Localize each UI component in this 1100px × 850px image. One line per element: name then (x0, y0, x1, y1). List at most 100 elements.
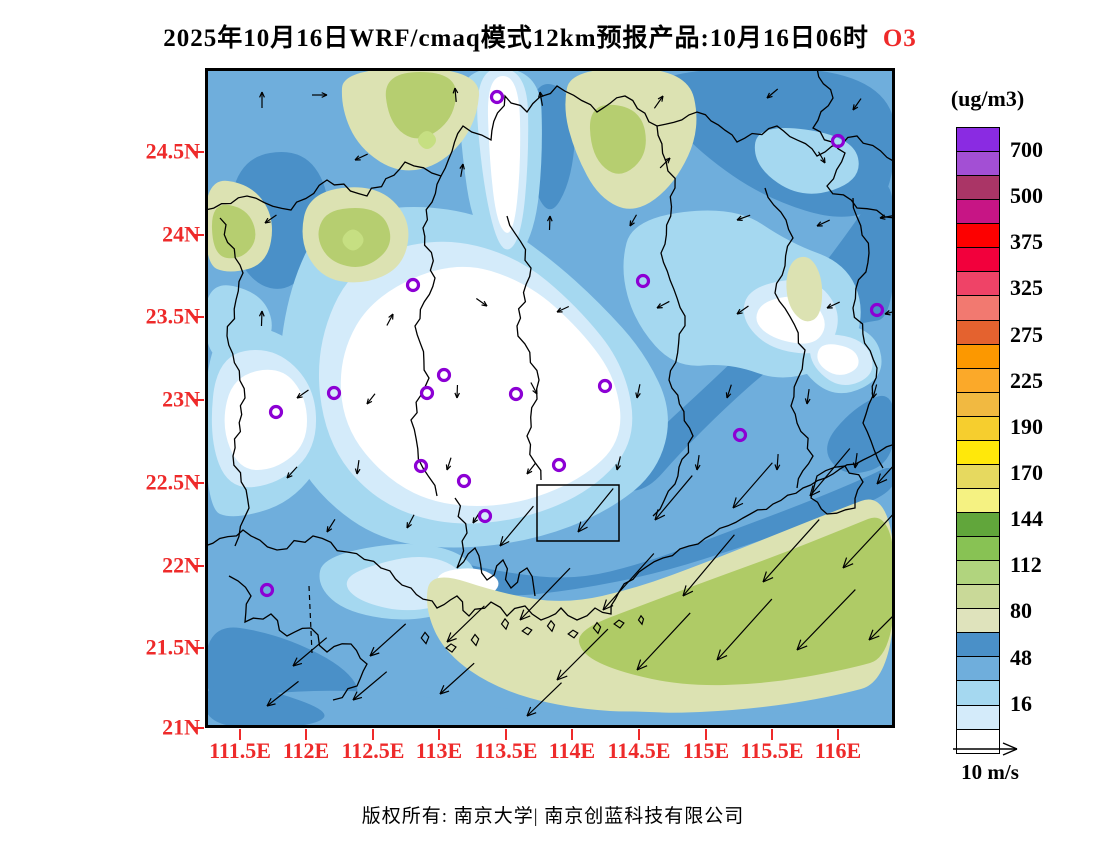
map-frame-border (205, 68, 895, 728)
island-outline (546, 619, 556, 633)
wind-vector (656, 300, 670, 309)
wind-vector (636, 612, 691, 671)
wind-vector (762, 519, 820, 583)
wind-vector (602, 553, 655, 611)
legend-cell (957, 632, 999, 657)
contour-region (589, 104, 646, 174)
wind-vector (659, 157, 671, 169)
axis-tick (239, 729, 241, 740)
legend-value-label: 16 (1010, 690, 1032, 716)
boundary-line (410, 175, 442, 497)
contour-region (786, 256, 823, 322)
wind-vector (876, 463, 895, 485)
axis-tick (571, 729, 573, 740)
wind-vector (796, 589, 856, 651)
map-canvas (205, 68, 895, 728)
color-scale-legend (956, 127, 1000, 754)
wind-vector (452, 87, 459, 102)
axis-tick (193, 234, 204, 236)
station-marker (326, 385, 342, 401)
wind-vector (264, 214, 277, 224)
wind-scale-label: 10 m/s (961, 760, 1019, 784)
axis-tick (193, 565, 204, 567)
legend-value-label: 170 (1010, 460, 1043, 486)
legend-value-label: 80 (1010, 598, 1032, 624)
legend-value-label: 190 (1010, 413, 1043, 439)
island-outline (592, 621, 602, 635)
axis-tick (638, 729, 640, 740)
station-marker (456, 473, 472, 489)
contour-region (205, 285, 272, 362)
wind-vector (406, 514, 415, 529)
legend-cell (957, 560, 999, 585)
island-outline (445, 643, 457, 653)
station-marker (419, 385, 435, 401)
contour-region (418, 131, 436, 149)
boundary-line (812, 68, 895, 219)
boundary-line (454, 497, 536, 597)
boundary-line (652, 125, 694, 517)
legend-cell (957, 463, 999, 488)
wind-vector (826, 301, 840, 309)
legend-cell (957, 487, 999, 512)
wind-vector (615, 456, 621, 471)
wind-vector (454, 384, 460, 399)
contour-region (385, 72, 457, 139)
legend-cell (957, 343, 999, 368)
contour-region (817, 344, 859, 375)
axis-tick (505, 729, 507, 740)
contour-region (340, 266, 621, 506)
legend-value-label: 500 (1010, 183, 1043, 209)
axis-tick (193, 647, 204, 649)
wind-vector (654, 475, 693, 521)
wind-vector (476, 298, 488, 307)
lon-label: 112.5E (341, 738, 405, 763)
wind-vector (369, 623, 407, 657)
axis-tick (305, 729, 307, 740)
legend-cell (957, 175, 999, 200)
legend-cell (957, 295, 999, 320)
legend-cell (957, 128, 999, 152)
lat-label: 22.5N (145, 469, 200, 495)
wind-vector (774, 453, 781, 471)
island-outline (613, 619, 625, 629)
wind-vector (286, 466, 298, 479)
lat-label: 24N (162, 221, 200, 247)
legend-units-label: (ug/m3) (950, 86, 1025, 111)
station-marker (551, 457, 567, 473)
wind-vector (736, 305, 749, 315)
axis-tick (372, 729, 374, 740)
wind-vector (526, 462, 537, 475)
wind-vector (439, 662, 475, 695)
wind-vector (326, 518, 336, 533)
legend-value-label: 375 (1010, 229, 1043, 255)
boundary-line (205, 85, 895, 211)
species-label: O3 (882, 25, 917, 52)
station-marker (597, 378, 613, 394)
wind-vector (292, 637, 328, 667)
boundary-line (810, 465, 864, 515)
station-marker (508, 386, 524, 402)
wind-vector (842, 511, 895, 569)
wind-vector (879, 214, 893, 220)
wind-vector (354, 460, 361, 475)
legend-value-label: 225 (1010, 367, 1043, 393)
lon-label: 112E (282, 738, 330, 763)
station-marker (869, 302, 885, 318)
station-marker (489, 89, 505, 105)
legend-value-label: 325 (1010, 275, 1043, 301)
axis-tick (193, 727, 204, 729)
legend-value-label: 700 (1010, 137, 1043, 163)
page-title: 2025年10月16日WRF/cmaq模式12km预报产品:10月16日06时 O… (0, 18, 1080, 54)
concentration-map (205, 68, 895, 728)
station-marker (635, 273, 651, 289)
wind-vector (884, 310, 895, 316)
wind-vector (259, 91, 265, 108)
lat-label: 23.5N (145, 303, 200, 329)
legend-value-label: 275 (1010, 321, 1043, 347)
station-marker (268, 404, 284, 420)
wind-vector (352, 671, 388, 701)
legend-cell (957, 223, 999, 248)
wind-vector (526, 682, 562, 717)
station-marker (436, 367, 452, 383)
